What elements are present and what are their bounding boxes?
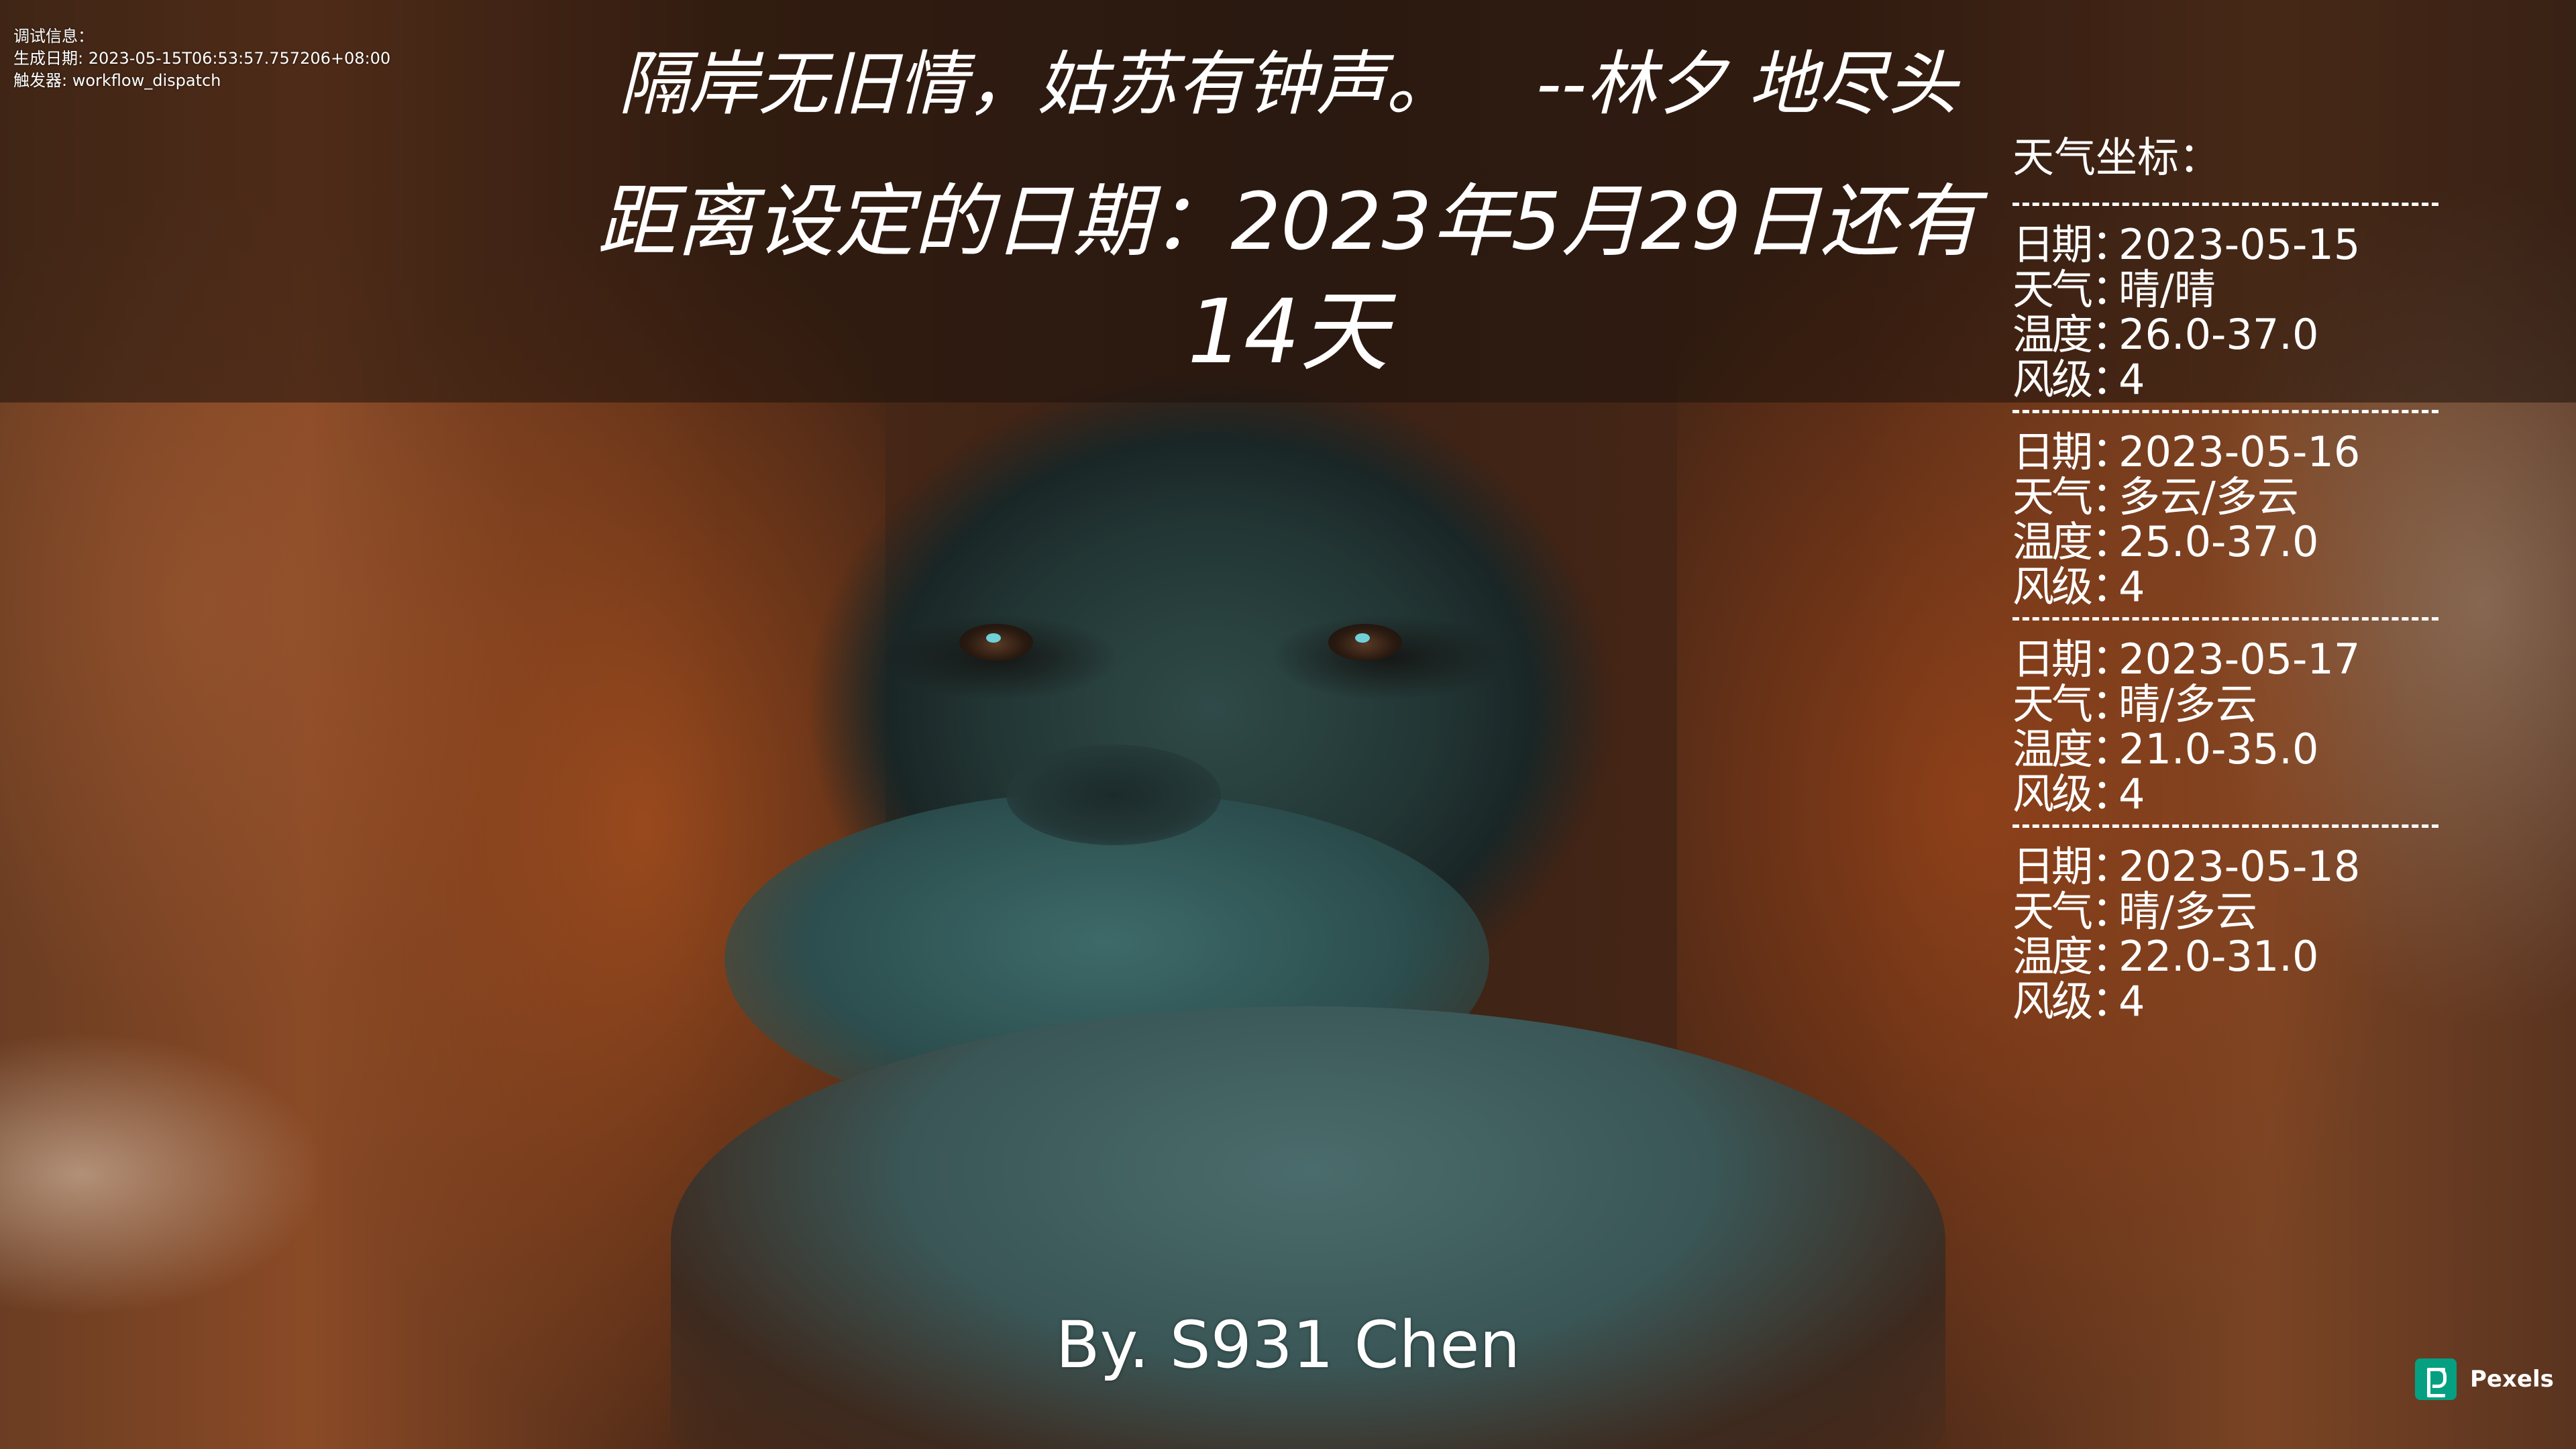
weather-condition-row: 天气：晴/多云 (2012, 682, 2455, 727)
colon: ： (2092, 724, 2134, 773)
wind-label: 风级 (2012, 977, 2093, 1026)
photo-eye-right (1328, 624, 1402, 661)
photo-nose (1006, 745, 1221, 845)
quote-text: 隔岸无旧情，姑苏有钟声。 (618, 43, 1456, 125)
temperature-value: 22.0-31.0 (2118, 932, 2319, 981)
weather-value: 晴/晴 (2118, 265, 2216, 314)
weather-date-row: 日期：2023-05-17 (2012, 637, 2455, 682)
date-value: 2023-05-18 (2118, 842, 2361, 891)
wind-value: 4 (2118, 977, 2145, 1026)
weather-label: 天气 (2012, 680, 2093, 729)
pexels-label: Pexels (2470, 1366, 2554, 1393)
wind-value: 4 (2118, 769, 2145, 818)
weather-condition-row: 天气：晴/晴 (2012, 267, 2455, 312)
debug-info: 调试信息： 生成日期: 2023-05-15T06:53:57.757206+0… (13, 25, 390, 92)
weather-wind-row: 风级：4 (2012, 979, 2455, 1024)
colon: ： (2092, 887, 2134, 936)
weather-wind-row: 风级：4 (2012, 564, 2455, 609)
quote-author: --林夕 地尽头 (1536, 43, 1958, 125)
weather-temperature-row: 温度：26.0-37.0 (2012, 312, 2455, 357)
author-credit: By. S931 Chen (1055, 1307, 1521, 1383)
weather-divider (2012, 617, 2438, 621)
temperature-value: 26.0-37.0 (2118, 310, 2319, 359)
colon: ： (2092, 842, 2134, 891)
weather-day: 日期：2023-05-18 天气：晴/多云 温度：22.0-31.0 风级：4 (2012, 844, 2455, 1024)
wind-label: 风级 (2012, 355, 2093, 404)
pexels-watermark: Pexels (2415, 1358, 2554, 1401)
countdown-days: 14天 (1187, 280, 1389, 384)
wind-label: 风级 (2012, 769, 2093, 818)
weather-temperature-row: 温度：25.0-37.0 (2012, 519, 2455, 564)
colon: ： (2092, 310, 2134, 359)
colon: ： (2092, 932, 2134, 981)
weather-condition-row: 天气：多云/多云 (2012, 474, 2455, 519)
colon: ： (2092, 265, 2134, 314)
weather-temperature-row: 温度：21.0-35.0 (2012, 727, 2455, 771)
weather-panel: 天气坐标： 日期：2023-05-15 天气：晴/晴 温度：26.0-37.0 … (2012, 127, 2455, 1024)
countdown-line: 距离设定的日期：2023年5月29日还有 (597, 175, 1979, 268)
weather-label: 天气 (2012, 265, 2093, 314)
date-label: 日期 (2012, 842, 2093, 891)
weather-label: 天气 (2012, 887, 2093, 936)
date-value: 2023-05-15 (2118, 220, 2361, 269)
quote-line: 隔岸无旧情，姑苏有钟声。 --林夕 地尽头 (0, 40, 2576, 127)
date-label: 日期 (2012, 635, 2093, 684)
weather-date-row: 日期：2023-05-18 (2012, 844, 2455, 889)
weather-date-row: 日期：2023-05-16 (2012, 429, 2455, 474)
top-overlay-band (0, 0, 2576, 402)
photo-hand (671, 1006, 1945, 1449)
colon: ： (2092, 355, 2134, 404)
colon: ： (2092, 517, 2134, 566)
colon: ： (2092, 635, 2134, 684)
date-value: 2023-05-16 (2118, 427, 2361, 476)
colon: ： (2092, 769, 2134, 818)
wind-label: 风级 (2012, 562, 2093, 611)
colon: ： (2092, 472, 2134, 521)
colon: ： (2092, 427, 2134, 476)
weather-title: 天气坐标： (2012, 133, 2221, 182)
temperature-value: 25.0-37.0 (2118, 517, 2319, 566)
pexels-logo-icon (2415, 1358, 2457, 1400)
weather-temperature-row: 温度：22.0-31.0 (2012, 934, 2455, 979)
wind-value: 4 (2118, 355, 2145, 404)
weather-divider (2012, 203, 2438, 206)
debug-generated-date: 生成日期: 2023-05-15T06:53:57.757206+08:00 (13, 49, 391, 68)
temperature-label: 温度 (2012, 310, 2093, 359)
colon: ： (2092, 977, 2134, 1026)
date-label: 日期 (2012, 220, 2093, 269)
weather-condition-row: 天气：晴/多云 (2012, 889, 2455, 934)
photo-eye-left (959, 624, 1033, 661)
weather-divider (2012, 410, 2438, 413)
temperature-label: 温度 (2012, 932, 2093, 981)
wind-value: 4 (2118, 562, 2145, 611)
date-label: 日期 (2012, 427, 2093, 476)
weather-label: 天气 (2012, 472, 2093, 521)
weather-value: 晴/多云 (2118, 680, 2257, 729)
weather-date-row: 日期：2023-05-15 (2012, 222, 2455, 267)
weather-day: 日期：2023-05-16 天气：多云/多云 温度：25.0-37.0 风级：4 (2012, 429, 2455, 609)
colon: ： (2092, 680, 2134, 729)
weather-day: 日期：2023-05-17 天气：晴/多云 温度：21.0-35.0 风级：4 (2012, 637, 2455, 816)
weather-value: 多云/多云 (2118, 472, 2299, 521)
colon: ： (2092, 220, 2134, 269)
date-value: 2023-05-17 (2118, 635, 2361, 684)
temperature-value: 21.0-35.0 (2118, 724, 2319, 773)
weather-value: 晴/多云 (2118, 887, 2257, 936)
weather-day: 日期：2023-05-15 天气：晴/晴 温度：26.0-37.0 风级：4 (2012, 222, 2455, 402)
temperature-label: 温度 (2012, 724, 2093, 773)
temperature-label: 温度 (2012, 517, 2093, 566)
colon: ： (2092, 562, 2134, 611)
weather-wind-row: 风级：4 (2012, 771, 2455, 816)
weather-wind-row: 风级：4 (2012, 357, 2455, 402)
debug-trigger: 触发器: workflow_dispatch (13, 71, 221, 90)
debug-title: 调试信息： (13, 27, 94, 46)
weather-divider (2012, 824, 2438, 828)
